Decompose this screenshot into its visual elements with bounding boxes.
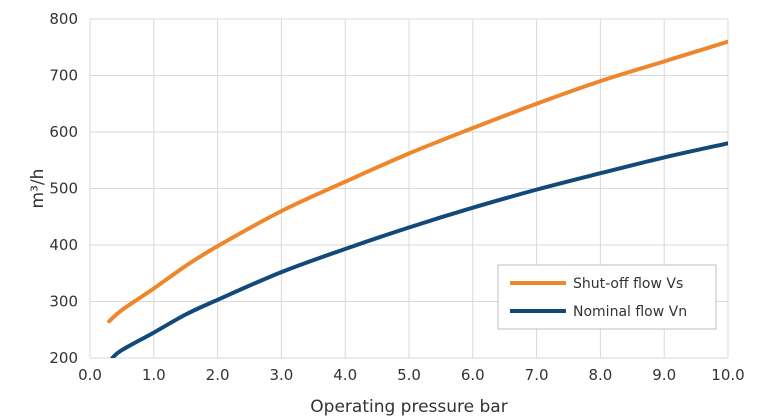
legend-box bbox=[497, 264, 717, 330]
y-tick-label: 300 bbox=[49, 293, 78, 311]
x-tick-label: 7.0 bbox=[525, 366, 549, 384]
x-tick-label: 9.0 bbox=[652, 366, 676, 384]
series-line-0 bbox=[107, 39, 728, 324]
legend-label-nominal-flow: Nominal flow Vn bbox=[573, 304, 687, 320]
x-tick-label: 2.0 bbox=[206, 366, 230, 384]
y-tick-label: 800 bbox=[49, 10, 78, 28]
y-tick-label: 500 bbox=[49, 180, 78, 198]
x-tick-label: 6.0 bbox=[461, 366, 485, 384]
y-tick-label: 200 bbox=[49, 349, 78, 367]
x-tick-label: 3.0 bbox=[269, 366, 293, 384]
x-tick-label: 1.0 bbox=[142, 366, 166, 384]
y-axis-ticks: 200 300 400 500 600 700 800 bbox=[49, 10, 78, 367]
series-line-1 bbox=[110, 141, 728, 358]
y-tick-label: 400 bbox=[49, 236, 78, 254]
legend: Shut-off flow Vs Nominal flow Vn bbox=[497, 264, 717, 330]
x-tick-label: 4.0 bbox=[333, 366, 357, 384]
legend-label-shut-off-flow: Shut-off flow Vs bbox=[573, 276, 683, 292]
y-axis-label: m³/h bbox=[28, 169, 48, 209]
x-tick-label: 0.0 bbox=[78, 366, 102, 384]
y-tick-label: 600 bbox=[49, 123, 78, 141]
x-axis-label: Operating pressure bar bbox=[310, 397, 507, 417]
x-tick-label: 5.0 bbox=[397, 366, 421, 384]
y-tick-label: 700 bbox=[49, 67, 78, 85]
x-axis-ticks: 0.0 1.0 2.0 3.0 4.0 5.0 6.0 7.0 8.0 9.0 10.0 bbox=[78, 366, 745, 384]
x-tick-label: 8.0 bbox=[588, 366, 612, 384]
x-tick-label: 10.0 bbox=[711, 366, 744, 384]
series-lines bbox=[107, 39, 728, 358]
